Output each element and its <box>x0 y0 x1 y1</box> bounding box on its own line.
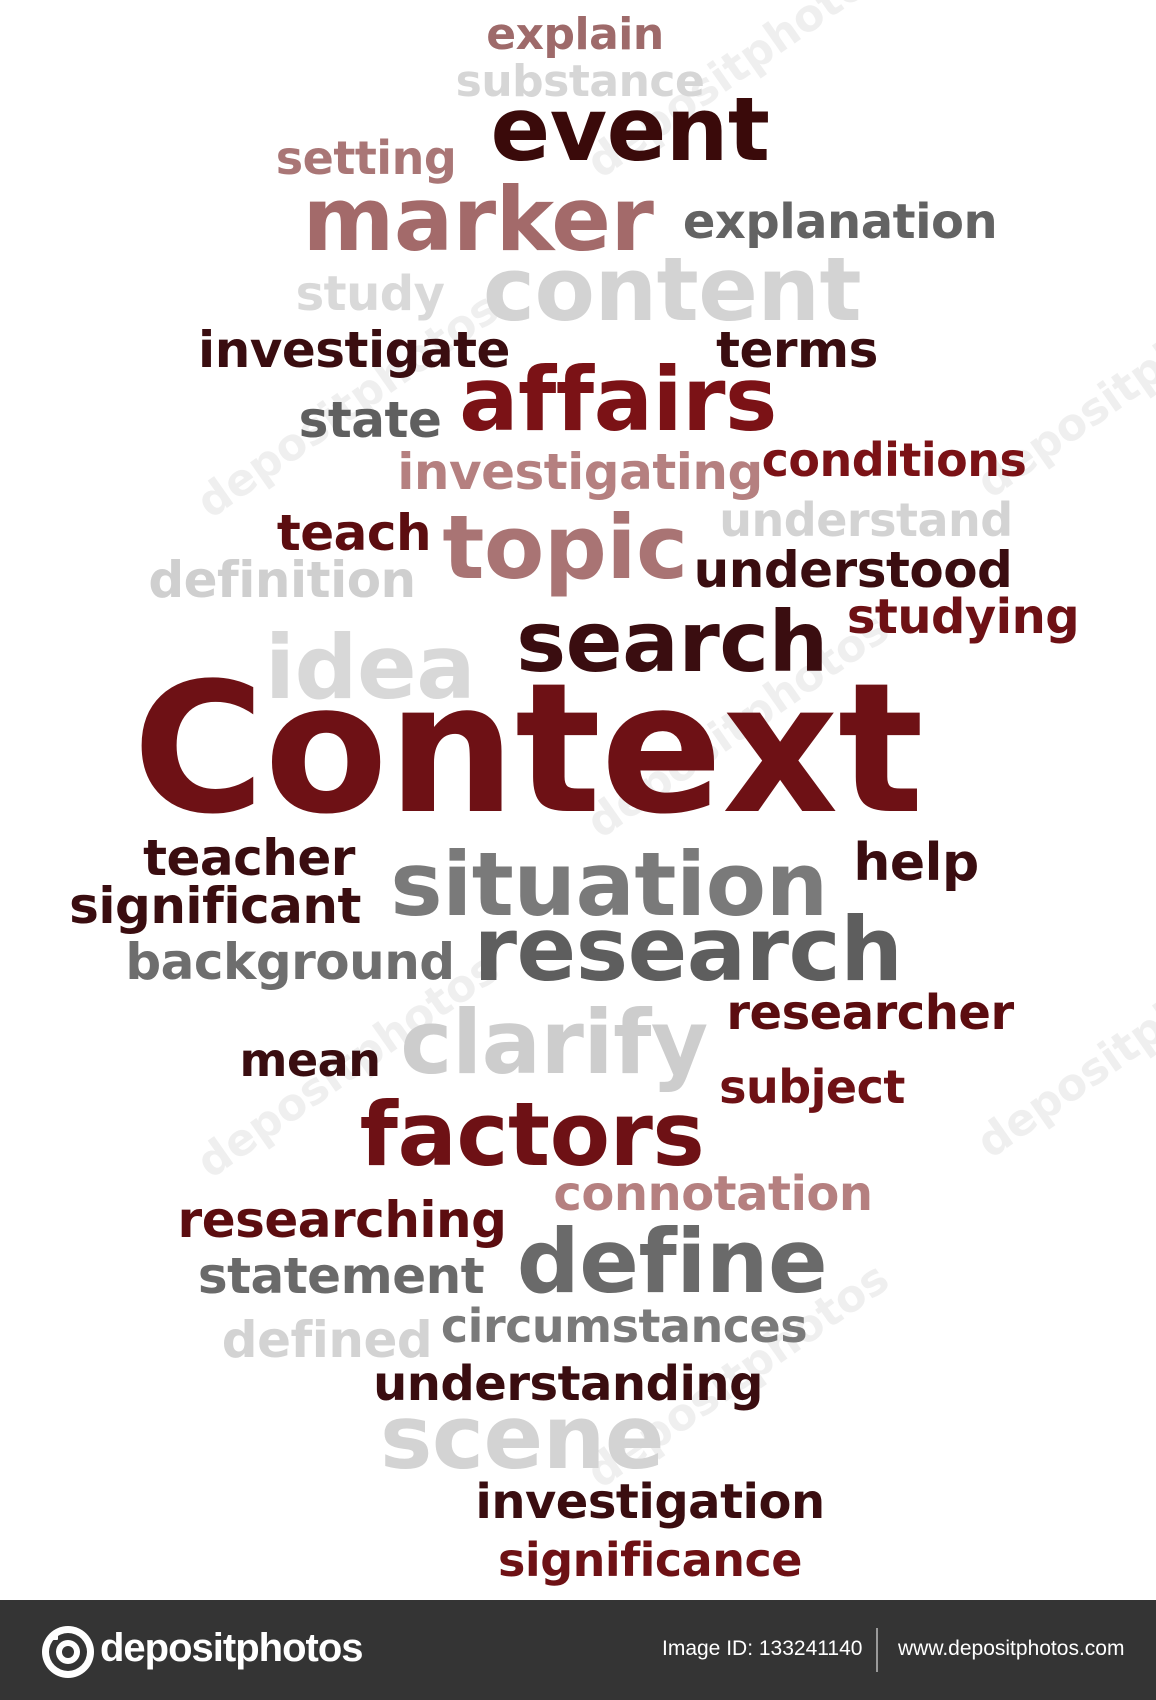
cloud-word: topic <box>442 496 688 599</box>
word-cloud: depositphotos depositphotos depositphoto… <box>69 0 1156 1587</box>
cloud-word: significance <box>498 1533 802 1587</box>
watermark: depositphotos <box>967 922 1156 1169</box>
cloud-word: scene <box>379 1386 665 1489</box>
cloud-word: situation <box>390 833 828 936</box>
cloud-word: definition <box>148 551 416 609</box>
cloud-word: affairs <box>459 348 777 451</box>
cloud-word: explanation <box>682 194 998 250</box>
cloud-word: circumstances <box>440 1299 808 1353</box>
cloud-word: content <box>482 238 862 341</box>
cloud-word: explain <box>486 9 664 60</box>
camera-logo-icon <box>42 1626 94 1678</box>
cloud-word: connotation <box>553 1166 873 1222</box>
cloud-word: terms <box>716 321 878 379</box>
cloud-word: mean <box>239 1033 381 1087</box>
cloud-word: help <box>853 833 979 893</box>
brand-logo-text[interactable]: depositphotos <box>100 1626 364 1670</box>
cloud-word: state <box>298 391 442 449</box>
cloud-word: understanding <box>373 1356 763 1412</box>
cloud-word: teach <box>276 504 432 562</box>
cloud-word: idea <box>264 616 476 719</box>
cloud-word: studying <box>846 589 1080 645</box>
cloud-word: researching <box>177 1191 507 1249</box>
cloud-word: understood <box>693 541 1013 599</box>
cloud-word: setting <box>275 131 457 185</box>
cloud-word: conditions <box>761 433 1027 487</box>
cloud-word: subject <box>719 1060 905 1114</box>
cloud-word: event <box>490 78 770 181</box>
cloud-word: investigation <box>475 1474 825 1530</box>
cloud-word: investigate <box>198 321 510 379</box>
cloud-word: substance <box>455 56 705 107</box>
site-url-link[interactable]: www.depositphotos.com <box>898 1637 1125 1660</box>
cloud-word: study <box>295 266 445 322</box>
cloud-word: clarify <box>400 991 708 1094</box>
cloud-word: teacher <box>143 829 355 887</box>
cloud-word: background <box>125 933 455 991</box>
cloud-word: defined <box>221 1311 433 1369</box>
cloud-word: marker <box>302 168 654 271</box>
cloud-word: factors <box>359 1083 705 1186</box>
image-id-label: Image ID: 133241140 <box>662 1637 863 1660</box>
cloud-word: define <box>516 1210 828 1313</box>
cloud-word: statement <box>197 1247 485 1305</box>
cloud-word: research <box>473 898 903 1001</box>
cloud-word: investigating <box>397 443 763 501</box>
cloud-word: researcher <box>726 985 1014 1041</box>
footer-bar: depositphotos Image ID: 133241140 www.de… <box>0 1600 1156 1700</box>
cloud-word: search <box>516 593 828 691</box>
cloud-word: Context <box>132 645 924 854</box>
divider <box>876 1628 878 1672</box>
cloud-word: significant <box>69 877 361 935</box>
cloud-word: understand <box>719 493 1013 547</box>
